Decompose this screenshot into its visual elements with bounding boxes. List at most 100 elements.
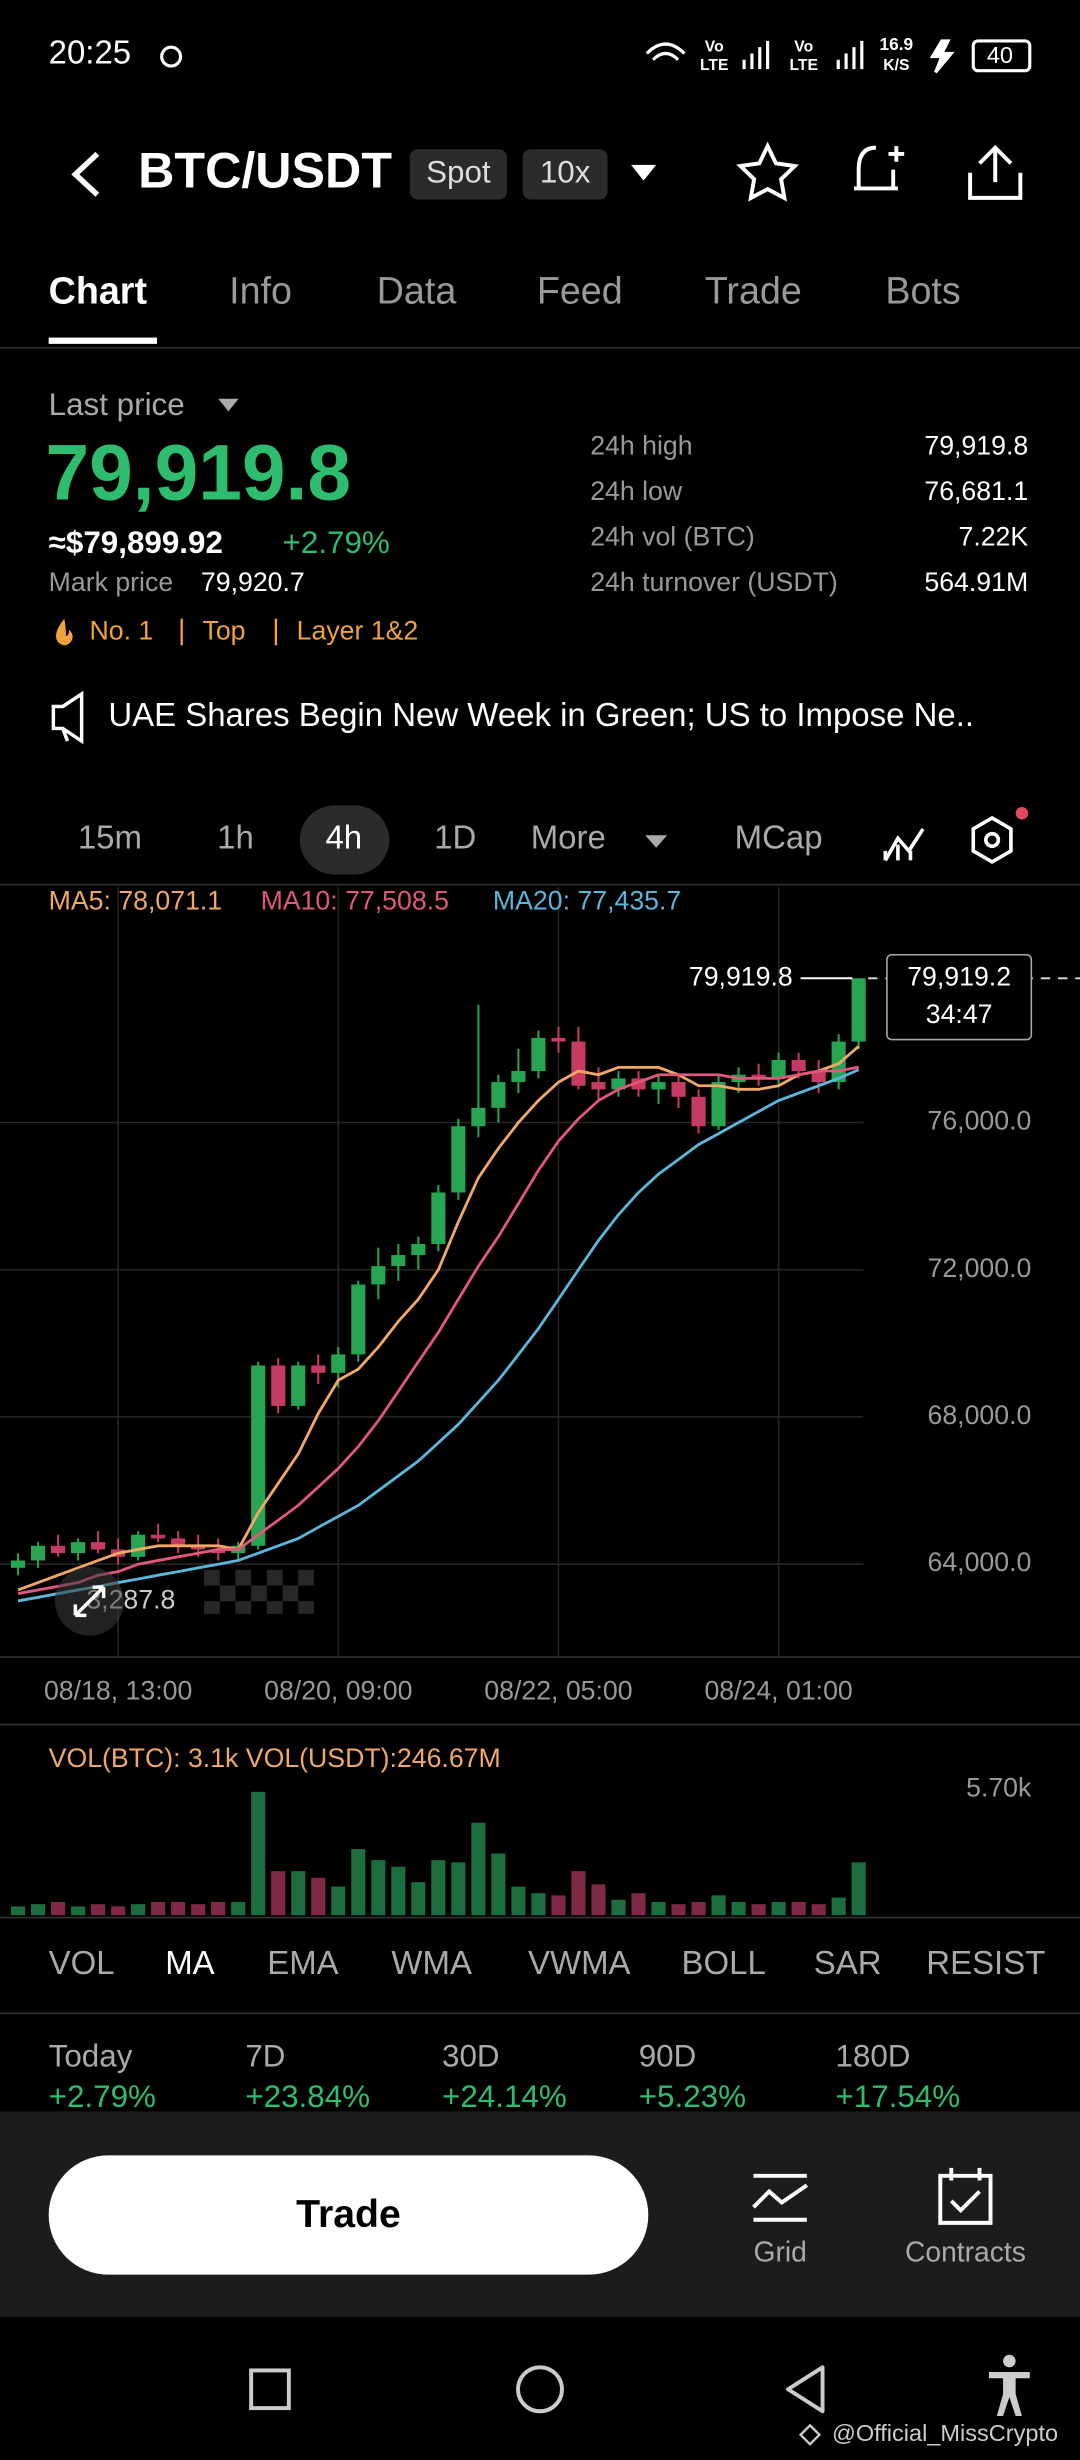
indicator[interactable]: WMA — [391, 1944, 472, 1981]
indicator[interactable]: VWMA — [528, 1944, 631, 1981]
nav-back[interactable] — [786, 2365, 825, 2414]
volume-title: VOL(BTC): 3.1k VOL(USDT):246.67M — [49, 1743, 501, 1773]
candle-body — [791, 1059, 806, 1072]
candle-body — [371, 1266, 386, 1285]
tab[interactable]: Bots — [885, 270, 960, 312]
watermark: @Official_MissCrypto — [832, 2420, 1058, 2446]
volume-bar — [531, 1893, 546, 1916]
candle-body — [351, 1284, 366, 1355]
interval-bar: 15m 1h 4h 1D More MCap — [78, 819, 823, 856]
performance-value: +2.79% — [49, 2079, 156, 2114]
indicator[interactable]: SAR — [814, 1944, 882, 1981]
x-tick-label: 08/22, 05:00 — [484, 1675, 632, 1705]
volume-bar — [451, 1862, 466, 1916]
contracts-label: Contracts — [905, 2236, 1026, 2268]
tag-leverage[interactable]: 10x — [540, 155, 591, 190]
candle-body — [551, 1037, 566, 1042]
back-button[interactable] — [71, 151, 100, 197]
volume-bar — [271, 1871, 286, 1916]
indicator[interactable]: MA — [165, 1944, 214, 1981]
tab[interactable]: Info — [229, 270, 292, 312]
settings-dot — [984, 831, 1001, 848]
interval[interactable]: 1D — [434, 819, 476, 856]
candle-body — [91, 1542, 106, 1550]
indicator[interactable]: VOL — [49, 1944, 115, 1981]
candle-body — [751, 1074, 766, 1079]
price-chart: 76,000.0 72,000.0 68,000.0 64,000.0 08/18, 1… — [0, 886, 1080, 1705]
stat-value: 7.22K — [958, 522, 1028, 552]
volume-bar — [791, 1901, 806, 1916]
settings-button[interactable] — [971, 815, 1013, 864]
candle-body — [311, 1365, 326, 1373]
interval[interactable]: 15m — [78, 819, 142, 856]
alert-button[interactable] — [853, 145, 905, 198]
mark-price: 79,920.7 — [201, 567, 305, 597]
trade-button[interactable] — [48, 2155, 649, 2275]
more-dropdown[interactable] — [645, 835, 668, 848]
news-icon — [51, 690, 84, 745]
interval[interactable]: MCap — [735, 819, 823, 856]
volume-bar — [291, 1871, 306, 1916]
volume-bar — [651, 1901, 666, 1916]
volume-bar — [351, 1849, 366, 1916]
share-button[interactable] — [968, 144, 1023, 200]
countdown: 34:47 — [926, 999, 993, 1029]
status-battery: 40 — [987, 42, 1013, 68]
candle-body — [471, 1107, 486, 1127]
nav-accessibility[interactable] — [988, 2354, 1030, 2416]
tab[interactable]: Feed — [537, 270, 623, 312]
ma-line — [17, 1045, 860, 1592]
indicator[interactable]: EMA — [267, 1944, 338, 1981]
candle-body — [811, 1071, 826, 1083]
y-tick-label: 68,000.0 — [928, 1400, 1032, 1430]
volume-bar — [111, 1906, 126, 1916]
indicator[interactable]: RESIST — [926, 1944, 1045, 1981]
indicator[interactable]: BOLL — [682, 1944, 766, 1981]
news-headline[interactable]: UAE Shares Begin New Week in Green; US t… — [108, 696, 974, 733]
stat-value: 76,681.1 — [924, 476, 1028, 506]
tag-bg — [522, 149, 608, 200]
volume-bar — [751, 1904, 766, 1916]
volume-bar — [831, 1897, 846, 1916]
price-dropdown[interactable] — [218, 398, 239, 412]
candle-body — [51, 1545, 66, 1554]
volume-chart: VOL(BTC): 3.1k VOL(USDT):246.67M 5.70k — [10, 1743, 1032, 1916]
ma-legend: MA5: 78,071.1 — [49, 886, 223, 916]
interval[interactable]: 1h — [217, 819, 254, 856]
volume-bar — [131, 1904, 146, 1916]
last-price-label: Last price — [49, 387, 185, 422]
grid-icon[interactable] — [752, 2173, 808, 2222]
status-speed: 16.9 — [880, 34, 914, 54]
volume-bar — [331, 1886, 346, 1916]
volume-bar — [10, 1906, 26, 1916]
performance-value: +23.84% — [245, 2079, 370, 2114]
ma-legend: MA20: 77,435.7 — [493, 886, 681, 916]
candle-body — [571, 1041, 586, 1086]
interval[interactable]: 4h — [325, 819, 362, 856]
candle-body — [71, 1542, 86, 1554]
tab[interactable]: Chart — [49, 270, 148, 312]
volume-bar — [191, 1904, 206, 1916]
volume-bar — [211, 1901, 226, 1916]
stat-label: 24h low — [590, 476, 683, 506]
volume-bar — [51, 1901, 66, 1916]
volume-bar — [631, 1893, 646, 1916]
grid-label: Grid — [753, 2236, 806, 2268]
tab[interactable]: Data — [377, 270, 457, 312]
contracts-icon[interactable] — [938, 2167, 993, 2225]
volume-bar — [231, 1901, 246, 1916]
tag-spot[interactable]: Spot — [426, 155, 491, 190]
nav-home[interactable] — [516, 2365, 564, 2414]
interval[interactable]: More — [531, 819, 606, 856]
favorite-button[interactable] — [736, 141, 800, 202]
nav-recents[interactable] — [249, 2368, 291, 2411]
tab[interactable]: Trade — [705, 270, 802, 312]
pair-dropdown[interactable] — [631, 164, 657, 181]
status-icons — [160, 39, 1032, 74]
indicator-button[interactable] — [883, 827, 925, 862]
volume-bar — [571, 1871, 586, 1916]
status-lte: LTE — [789, 57, 817, 74]
volume-bar — [91, 1904, 106, 1916]
